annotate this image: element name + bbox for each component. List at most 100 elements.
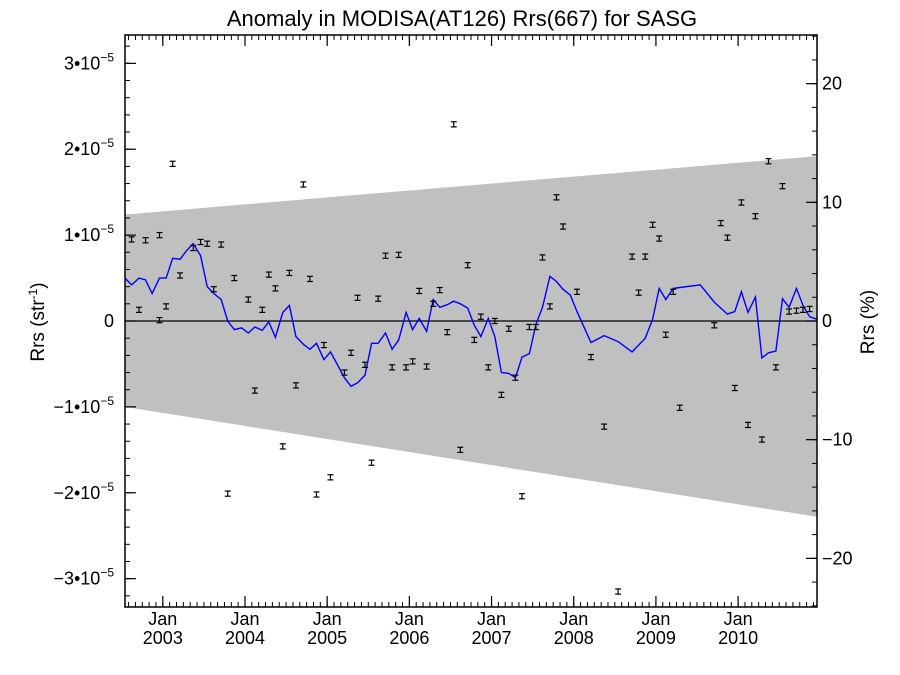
errorbar-point: [218, 241, 225, 248]
x-tick-month: Jan: [148, 609, 177, 629]
errorbar-point: [142, 237, 149, 244]
errorbar-point: [135, 306, 142, 314]
errorbar-point: [430, 300, 437, 307]
x-tick-year: 2004: [225, 628, 265, 648]
errorbar-point: [629, 253, 636, 260]
x-tick-month: Jan: [641, 609, 670, 629]
x-tick-month: Jan: [477, 609, 506, 629]
errorbar-point: [505, 325, 512, 332]
left-tick-label: −3•10−5: [53, 566, 114, 589]
errorbar-point: [793, 307, 800, 314]
right-tick-label: 0: [822, 311, 832, 331]
errorbar-point: [156, 231, 163, 239]
errorbar-point: [416, 287, 423, 295]
left-tick-exponent: −5: [100, 222, 114, 236]
left-tick-mantissa: 2•10: [64, 139, 100, 159]
left-tick-exponent: −5: [100, 136, 114, 150]
x-tick-month: Jan: [230, 609, 259, 629]
x-tick-month: Jan: [313, 609, 342, 629]
errorbar-point: [300, 181, 307, 188]
right-tick-label: 10: [822, 192, 842, 212]
errorbar-point: [717, 219, 724, 227]
errorbar-point: [539, 254, 546, 261]
errorbar-point: [765, 158, 772, 165]
plot-area: [124, 121, 818, 595]
right-tick-label: 20: [822, 74, 842, 94]
left-tick-exponent: −5: [100, 480, 114, 494]
left-tick-label: −1•10−5: [53, 394, 114, 417]
errorbar-point: [286, 269, 293, 277]
errorbar-point: [341, 369, 348, 376]
left-tick-label: 0: [104, 311, 114, 331]
errorbar-point: [313, 491, 320, 498]
errorbar-point: [272, 285, 279, 292]
errorbar-point: [752, 213, 759, 220]
chart-title: Anomaly in MODISA(AT126) Rrs(667) for SA…: [227, 6, 697, 31]
errorbar-point: [265, 271, 272, 278]
errorbar-point: [327, 474, 334, 481]
errorbar-point: [711, 322, 718, 329]
errorbar-point: [670, 288, 677, 295]
errorbar-point: [518, 493, 525, 500]
errorbar-point: [744, 421, 751, 429]
errorbar-point: [758, 436, 765, 443]
left-tick-exponent: −5: [100, 394, 114, 408]
errorbar-point: [197, 238, 204, 246]
errorbar-point: [656, 235, 663, 242]
left-tick-mantissa: 3•10: [64, 53, 100, 73]
errorbar-point: [156, 316, 163, 324]
errorbar-point: [779, 182, 786, 190]
errorbar-point: [464, 261, 471, 269]
errorbar-point: [526, 323, 533, 331]
errorbar-point: [601, 423, 608, 430]
errorbar-point: [169, 160, 176, 168]
errorbar-point: [457, 446, 464, 454]
errorbar-point: [403, 364, 410, 371]
errorbar-point: [587, 353, 594, 361]
errorbar-point: [279, 443, 286, 450]
right-tick-label: −20: [822, 548, 853, 568]
left-axis-label-superscript: -1: [26, 288, 40, 299]
errorbar-point: [375, 295, 382, 302]
errorbar-point: [210, 286, 217, 293]
left-tick-mantissa: −1•10: [53, 397, 100, 417]
left-tick-exponent: −5: [100, 566, 114, 580]
errorbar-point: [163, 303, 170, 310]
x-tick-month: Jan: [395, 609, 424, 629]
errorbar-point: [477, 313, 484, 320]
uncertainty-band: [125, 156, 817, 517]
left-axis-label-close: ): [28, 282, 49, 288]
errorbar-point: [485, 364, 492, 371]
errorbar-point: [224, 490, 231, 497]
left-tick-label: 2•10−5: [64, 136, 114, 159]
errorbar-point: [444, 328, 451, 336]
errorbar-point: [423, 363, 430, 370]
left-tick-mantissa: 1•10: [64, 225, 100, 245]
x-tick-year: 2003: [143, 628, 183, 648]
errorbar-point: [800, 306, 807, 314]
errorbar-point: [361, 361, 368, 368]
left-tick-label: 3•10−5: [64, 50, 114, 73]
errorbar-point: [128, 236, 135, 243]
left-tick-mantissa: −2•10: [53, 483, 100, 503]
errorbar-point: [635, 289, 642, 296]
errorbar-point: [292, 382, 299, 389]
errorbar-point: [512, 374, 519, 381]
left-tick-label: 1•10−5: [64, 222, 114, 245]
errorbar-point: [731, 384, 738, 392]
errorbar-point: [389, 364, 396, 371]
errorbar-point: [245, 296, 252, 303]
errorbar-point: [772, 364, 779, 371]
errorbar-point: [574, 288, 581, 295]
left-tick-mantissa: 0: [104, 311, 114, 331]
errorbar-point: [532, 323, 539, 331]
x-tick-month: Jan: [724, 609, 753, 629]
x-tick-month: Jan: [559, 609, 588, 629]
errorbar-point: [436, 286, 443, 294]
left-axis-label-text: Rrs (str: [28, 299, 49, 362]
errorbar-point: [382, 252, 389, 259]
left-axis-label: Rrs (str-1): [26, 282, 49, 361]
errorbar-point: [662, 331, 669, 338]
errorbar-point: [553, 194, 560, 201]
